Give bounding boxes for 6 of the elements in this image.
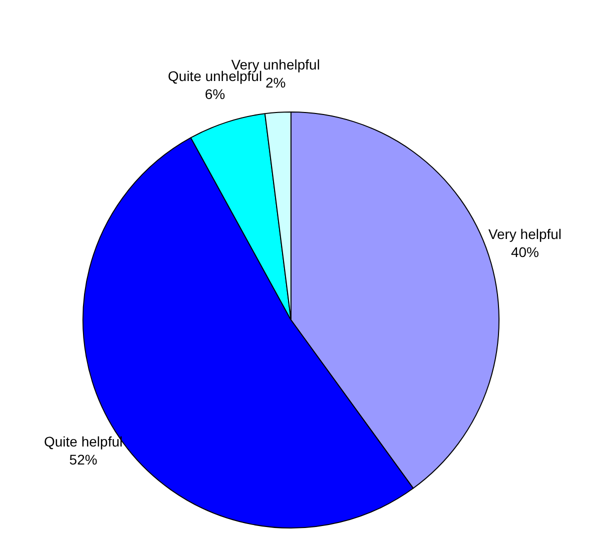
data-label: 40% [510,244,539,260]
data-label: 2% [265,74,286,90]
slice-label: Very helpful [488,226,562,242]
data-label: 52% [69,452,98,468]
data-label: 6% [204,86,226,102]
slice-label: Quite helpful [44,434,123,450]
